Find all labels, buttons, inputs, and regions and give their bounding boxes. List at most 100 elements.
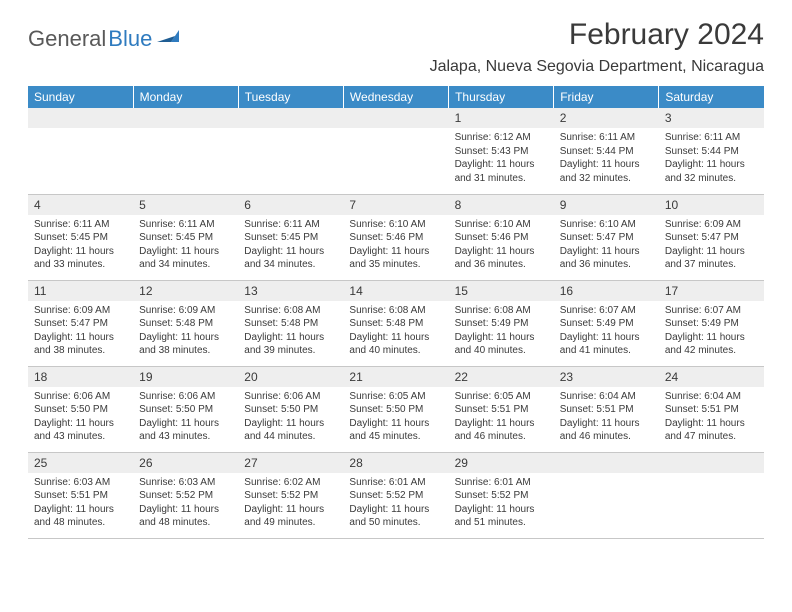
calendar-cell: 8Sunrise: 6:10 AMSunset: 5:46 PMDaylight… (449, 194, 554, 280)
day-number: 11 (28, 281, 133, 301)
day-number: 18 (28, 367, 133, 387)
calendar-cell: 13Sunrise: 6:08 AMSunset: 5:48 PMDayligh… (238, 280, 343, 366)
day-number: 4 (28, 195, 133, 215)
calendar-cell: 19Sunrise: 6:06 AMSunset: 5:50 PMDayligh… (133, 366, 238, 452)
day-details: Sunrise: 6:10 AMSunset: 5:47 PMDaylight:… (554, 215, 659, 275)
calendar-table: SundayMondayTuesdayWednesdayThursdayFrid… (28, 86, 764, 539)
day-number: 14 (343, 281, 448, 301)
day-number: 9 (554, 195, 659, 215)
day-details: Sunrise: 6:03 AMSunset: 5:51 PMDaylight:… (28, 473, 133, 533)
day-details: Sunrise: 6:07 AMSunset: 5:49 PMDaylight:… (659, 301, 764, 361)
day-number: 6 (238, 195, 343, 215)
day-number: 13 (238, 281, 343, 301)
calendar-cell: 12Sunrise: 6:09 AMSunset: 5:48 PMDayligh… (133, 280, 238, 366)
calendar-cell: 27Sunrise: 6:02 AMSunset: 5:52 PMDayligh… (238, 452, 343, 538)
day-details: Sunrise: 6:04 AMSunset: 5:51 PMDaylight:… (554, 387, 659, 447)
day-header: Wednesday (343, 86, 448, 108)
day-details: Sunrise: 6:03 AMSunset: 5:52 PMDaylight:… (133, 473, 238, 533)
brand-logo: GeneralBlue (28, 18, 181, 52)
calendar-cell: 10Sunrise: 6:09 AMSunset: 5:47 PMDayligh… (659, 194, 764, 280)
day-header: Sunday (28, 86, 133, 108)
calendar-cell: 29Sunrise: 6:01 AMSunset: 5:52 PMDayligh… (449, 452, 554, 538)
day-number: 15 (449, 281, 554, 301)
day-details: Sunrise: 6:06 AMSunset: 5:50 PMDaylight:… (133, 387, 238, 447)
calendar-cell: 4Sunrise: 6:11 AMSunset: 5:45 PMDaylight… (28, 194, 133, 280)
day-details: Sunrise: 6:10 AMSunset: 5:46 PMDaylight:… (343, 215, 448, 275)
day-details: Sunrise: 6:09 AMSunset: 5:47 PMDaylight:… (659, 215, 764, 275)
day-number: 8 (449, 195, 554, 215)
calendar-cell: 16Sunrise: 6:07 AMSunset: 5:49 PMDayligh… (554, 280, 659, 366)
day-details: Sunrise: 6:08 AMSunset: 5:48 PMDaylight:… (238, 301, 343, 361)
day-details: Sunrise: 6:10 AMSunset: 5:46 PMDaylight:… (449, 215, 554, 275)
calendar-cell: 7Sunrise: 6:10 AMSunset: 5:46 PMDaylight… (343, 194, 448, 280)
day-number: 26 (133, 453, 238, 473)
calendar-cell: 9Sunrise: 6:10 AMSunset: 5:47 PMDaylight… (554, 194, 659, 280)
day-number: 19 (133, 367, 238, 387)
calendar-cell: 2Sunrise: 6:11 AMSunset: 5:44 PMDaylight… (554, 108, 659, 194)
day-details: Sunrise: 6:05 AMSunset: 5:51 PMDaylight:… (449, 387, 554, 447)
day-number: 12 (133, 281, 238, 301)
day-number: 20 (238, 367, 343, 387)
day-header: Tuesday (238, 86, 343, 108)
page-title: February 2024 (569, 18, 764, 52)
calendar-cell: 22Sunrise: 6:05 AMSunset: 5:51 PMDayligh… (449, 366, 554, 452)
day-details: Sunrise: 6:07 AMSunset: 5:49 PMDaylight:… (554, 301, 659, 361)
day-details: Sunrise: 6:04 AMSunset: 5:51 PMDaylight:… (659, 387, 764, 447)
brand-part2: Blue (108, 26, 152, 52)
day-details: Sunrise: 6:12 AMSunset: 5:43 PMDaylight:… (449, 128, 554, 188)
day-details: Sunrise: 6:11 AMSunset: 5:45 PMDaylight:… (238, 215, 343, 275)
logo-flag-icon (157, 24, 181, 50)
brand-part1: General (28, 26, 106, 52)
day-details: Sunrise: 6:06 AMSunset: 5:50 PMDaylight:… (238, 387, 343, 447)
calendar-cell (238, 108, 343, 194)
calendar-cell: 26Sunrise: 6:03 AMSunset: 5:52 PMDayligh… (133, 452, 238, 538)
day-details: Sunrise: 6:08 AMSunset: 5:49 PMDaylight:… (449, 301, 554, 361)
calendar-cell (659, 452, 764, 538)
calendar-cell (28, 108, 133, 194)
day-number: 24 (659, 367, 764, 387)
day-number: 21 (343, 367, 448, 387)
day-details: Sunrise: 6:09 AMSunset: 5:47 PMDaylight:… (28, 301, 133, 361)
day-number: 2 (554, 108, 659, 128)
day-number: 28 (343, 453, 448, 473)
page-subtitle: Jalapa, Nueva Segovia Department, Nicara… (28, 58, 764, 76)
day-details: Sunrise: 6:08 AMSunset: 5:48 PMDaylight:… (343, 301, 448, 361)
day-details: Sunrise: 6:11 AMSunset: 5:45 PMDaylight:… (133, 215, 238, 275)
calendar-cell: 20Sunrise: 6:06 AMSunset: 5:50 PMDayligh… (238, 366, 343, 452)
day-header: Saturday (659, 86, 764, 108)
day-details: Sunrise: 6:01 AMSunset: 5:52 PMDaylight:… (343, 473, 448, 533)
day-number: 23 (554, 367, 659, 387)
calendar-cell: 17Sunrise: 6:07 AMSunset: 5:49 PMDayligh… (659, 280, 764, 366)
day-number: 22 (449, 367, 554, 387)
day-details: Sunrise: 6:11 AMSunset: 5:44 PMDaylight:… (554, 128, 659, 188)
calendar-cell: 11Sunrise: 6:09 AMSunset: 5:47 PMDayligh… (28, 280, 133, 366)
day-details: Sunrise: 6:09 AMSunset: 5:48 PMDaylight:… (133, 301, 238, 361)
calendar-cell: 5Sunrise: 6:11 AMSunset: 5:45 PMDaylight… (133, 194, 238, 280)
day-number: 3 (659, 108, 764, 128)
calendar-cell: 3Sunrise: 6:11 AMSunset: 5:44 PMDaylight… (659, 108, 764, 194)
day-details: Sunrise: 6:05 AMSunset: 5:50 PMDaylight:… (343, 387, 448, 447)
calendar-cell: 14Sunrise: 6:08 AMSunset: 5:48 PMDayligh… (343, 280, 448, 366)
day-number: 7 (343, 195, 448, 215)
calendar-cell (343, 108, 448, 194)
day-header: Thursday (449, 86, 554, 108)
day-details: Sunrise: 6:02 AMSunset: 5:52 PMDaylight:… (238, 473, 343, 533)
day-number: 16 (554, 281, 659, 301)
calendar-cell: 18Sunrise: 6:06 AMSunset: 5:50 PMDayligh… (28, 366, 133, 452)
day-details: Sunrise: 6:01 AMSunset: 5:52 PMDaylight:… (449, 473, 554, 533)
day-header: Monday (133, 86, 238, 108)
calendar-cell: 15Sunrise: 6:08 AMSunset: 5:49 PMDayligh… (449, 280, 554, 366)
calendar-cell (133, 108, 238, 194)
calendar-cell: 25Sunrise: 6:03 AMSunset: 5:51 PMDayligh… (28, 452, 133, 538)
day-number: 27 (238, 453, 343, 473)
calendar-cell: 21Sunrise: 6:05 AMSunset: 5:50 PMDayligh… (343, 366, 448, 452)
calendar-cell (554, 452, 659, 538)
calendar-cell: 1Sunrise: 6:12 AMSunset: 5:43 PMDaylight… (449, 108, 554, 194)
day-number: 25 (28, 453, 133, 473)
calendar-cell: 23Sunrise: 6:04 AMSunset: 5:51 PMDayligh… (554, 366, 659, 452)
calendar-cell: 28Sunrise: 6:01 AMSunset: 5:52 PMDayligh… (343, 452, 448, 538)
calendar-cell: 24Sunrise: 6:04 AMSunset: 5:51 PMDayligh… (659, 366, 764, 452)
day-header: Friday (554, 86, 659, 108)
day-number: 29 (449, 453, 554, 473)
day-number: 1 (449, 108, 554, 128)
